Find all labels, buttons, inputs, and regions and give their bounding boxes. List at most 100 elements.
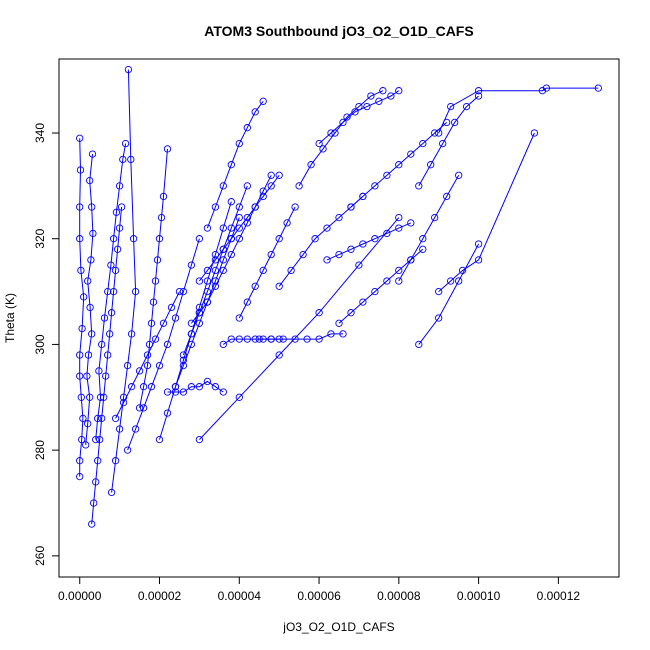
data-point: [195, 277, 204, 285]
data-point: [163, 340, 172, 349]
data-point: [78, 324, 86, 333]
data-point: [106, 330, 114, 338]
data-point: [155, 361, 164, 370]
data-point: [419, 235, 427, 243]
data-point: [407, 219, 415, 227]
data-point: [115, 224, 124, 232]
data-point: [219, 388, 227, 396]
data-point: [355, 261, 363, 269]
data-point: [145, 340, 154, 349]
data-point: [235, 224, 243, 232]
data-point: [275, 351, 283, 359]
data-point: [275, 282, 283, 290]
data-point: [315, 139, 323, 148]
series-line: [259, 333, 343, 340]
series-24: [347, 118, 451, 211]
series-line: [326, 222, 411, 261]
data-point: [139, 404, 148, 412]
data-point: [299, 250, 307, 259]
data-point: [435, 129, 443, 137]
data-point: [211, 282, 220, 290]
data-point: [104, 287, 112, 296]
x-tick-label: 0.00002: [138, 589, 182, 603]
data-point: [203, 224, 212, 232]
data-point: [117, 203, 126, 211]
data-point: [371, 287, 379, 296]
data-point: [112, 208, 121, 216]
data-point: [227, 161, 235, 169]
data-point: [447, 277, 455, 285]
data-point: [295, 182, 303, 190]
data-point: [179, 361, 188, 370]
data-point: [267, 171, 275, 179]
series-18: [255, 330, 347, 343]
data-point: [171, 388, 180, 396]
data-point: [327, 330, 335, 338]
y-axis: 260 280 300 320 340: [33, 123, 60, 566]
data-point: [243, 298, 251, 306]
data-point: [211, 250, 220, 259]
data-point: [235, 203, 243, 211]
data-point: [84, 351, 93, 359]
x-tick-label: 0.00006: [297, 589, 341, 603]
data-point: [451, 118, 459, 127]
data-point: [287, 266, 295, 275]
data-point: [427, 161, 435, 169]
data-point: [431, 213, 439, 222]
data-point: [195, 303, 204, 312]
data-point: [203, 377, 212, 386]
data-point: [157, 213, 166, 222]
data-point: [76, 457, 84, 465]
chart-title: ATOM3 Southbound jO3_O2_O1D_CAFS: [204, 23, 473, 39]
data-point: [267, 182, 275, 190]
data-point: [123, 361, 132, 370]
y-axis-label: Theta (K): [3, 293, 17, 343]
series-line: [159, 201, 232, 440]
series-line: [95, 143, 127, 440]
data-point: [311, 235, 319, 243]
data-point: [227, 335, 235, 343]
data-point: [419, 139, 427, 148]
data-point: [235, 213, 243, 222]
data-point: [179, 287, 188, 296]
data-point: [315, 309, 323, 317]
data-point: [259, 187, 267, 195]
data-point: [259, 97, 267, 105]
data-point: [383, 171, 391, 179]
data-point: [151, 277, 160, 285]
data-point: [109, 235, 118, 243]
data-point: [179, 356, 188, 364]
data-point: [395, 266, 403, 275]
data-point: [155, 235, 164, 243]
data-point: [227, 250, 235, 259]
data-point: [347, 245, 355, 253]
data-point: [143, 351, 152, 359]
x-tick-label: 0.00000: [58, 589, 102, 603]
data-point: [83, 372, 91, 380]
data-point: [102, 372, 110, 380]
data-point: [147, 383, 156, 391]
data-point: [76, 372, 84, 380]
data-point: [121, 139, 130, 148]
data-point: [351, 108, 359, 116]
data-point: [291, 335, 299, 343]
series-line: [91, 206, 123, 525]
data-point: [151, 335, 160, 343]
data-point: [127, 155, 135, 164]
data-point: [235, 139, 243, 148]
data-point: [243, 213, 251, 222]
data-point: [435, 287, 443, 296]
data-point: [211, 383, 220, 391]
data-point: [339, 118, 347, 127]
data-point: [131, 425, 140, 433]
data-point: [78, 435, 86, 444]
data-point: [335, 319, 343, 327]
data-point: [323, 256, 331, 264]
data-point: [195, 435, 204, 444]
data-point: [104, 351, 112, 359]
data-point: [415, 340, 423, 349]
data-point: [195, 309, 204, 317]
data-point: [235, 314, 243, 322]
data-point: [82, 441, 90, 449]
